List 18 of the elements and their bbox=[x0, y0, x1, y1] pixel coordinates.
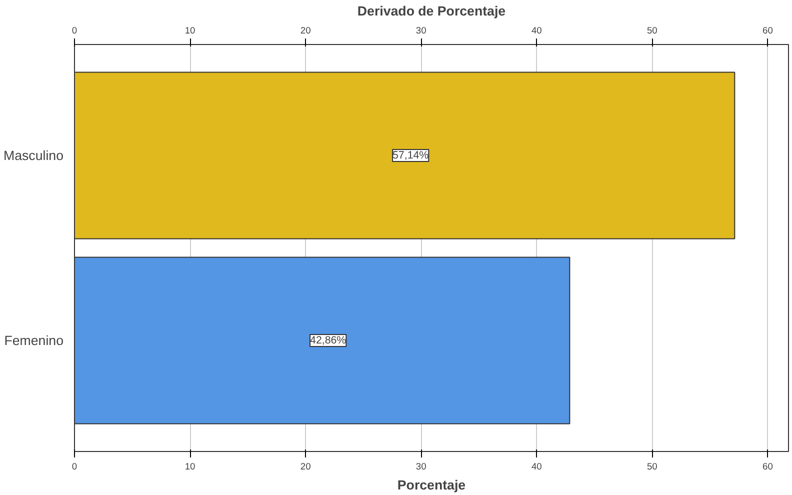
x2-tick-label: 10 bbox=[184, 462, 196, 472]
x2-tick-label: 20 bbox=[300, 462, 311, 472]
x2-tick-label: 0 bbox=[72, 462, 78, 472]
x2-axis-title: Derivado de Porcentaje bbox=[357, 4, 506, 18]
y-tick-label: Masculino bbox=[3, 148, 64, 163]
x2-tick-label: 50 bbox=[646, 462, 658, 472]
x-tick-label: 0 bbox=[72, 26, 78, 36]
x-tick-label: 40 bbox=[531, 26, 542, 36]
x2-tick-label: 60 bbox=[762, 462, 773, 472]
x-tick-label: 50 bbox=[646, 26, 658, 36]
x-tick-label: 20 bbox=[300, 26, 311, 36]
x-tick-label: 10 bbox=[184, 26, 196, 36]
x2-tick-label: 30 bbox=[416, 462, 426, 472]
x-tick-label: 30 bbox=[416, 26, 426, 36]
y-tick-label: Femenino bbox=[4, 333, 64, 348]
x2-tick-label: 40 bbox=[531, 462, 542, 472]
x-tick-label: 60 bbox=[762, 26, 773, 36]
x-axis-title: Porcentaje bbox=[397, 478, 466, 492]
